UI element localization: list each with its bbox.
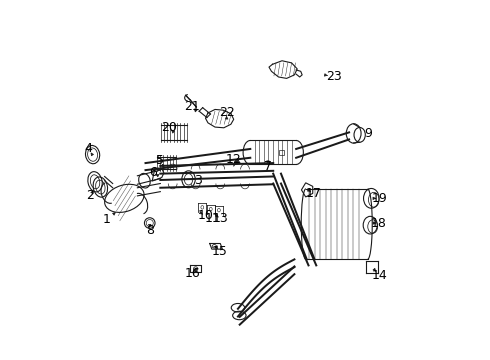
Text: 11: 11 [205,212,220,225]
Text: 14: 14 [372,270,388,283]
Text: 5: 5 [156,154,164,167]
Text: 12: 12 [226,153,242,166]
Text: 21: 21 [184,100,200,113]
Text: 3: 3 [195,174,202,187]
Text: 13: 13 [213,212,228,225]
Text: 4: 4 [84,142,92,155]
Text: 19: 19 [371,192,387,205]
Text: 2: 2 [87,189,95,202]
Text: 18: 18 [371,217,387,230]
Text: 9: 9 [364,127,372,140]
Text: 17: 17 [306,187,322,200]
Text: 7: 7 [264,160,272,173]
Text: 8: 8 [146,224,154,237]
Text: 23: 23 [326,71,342,84]
Text: 15: 15 [212,245,227,258]
Text: 6: 6 [148,166,156,179]
Text: 10: 10 [197,210,214,222]
Text: 22: 22 [219,106,235,119]
Text: 20: 20 [161,121,177,134]
Text: 1: 1 [103,213,111,226]
Text: 16: 16 [184,267,200,280]
